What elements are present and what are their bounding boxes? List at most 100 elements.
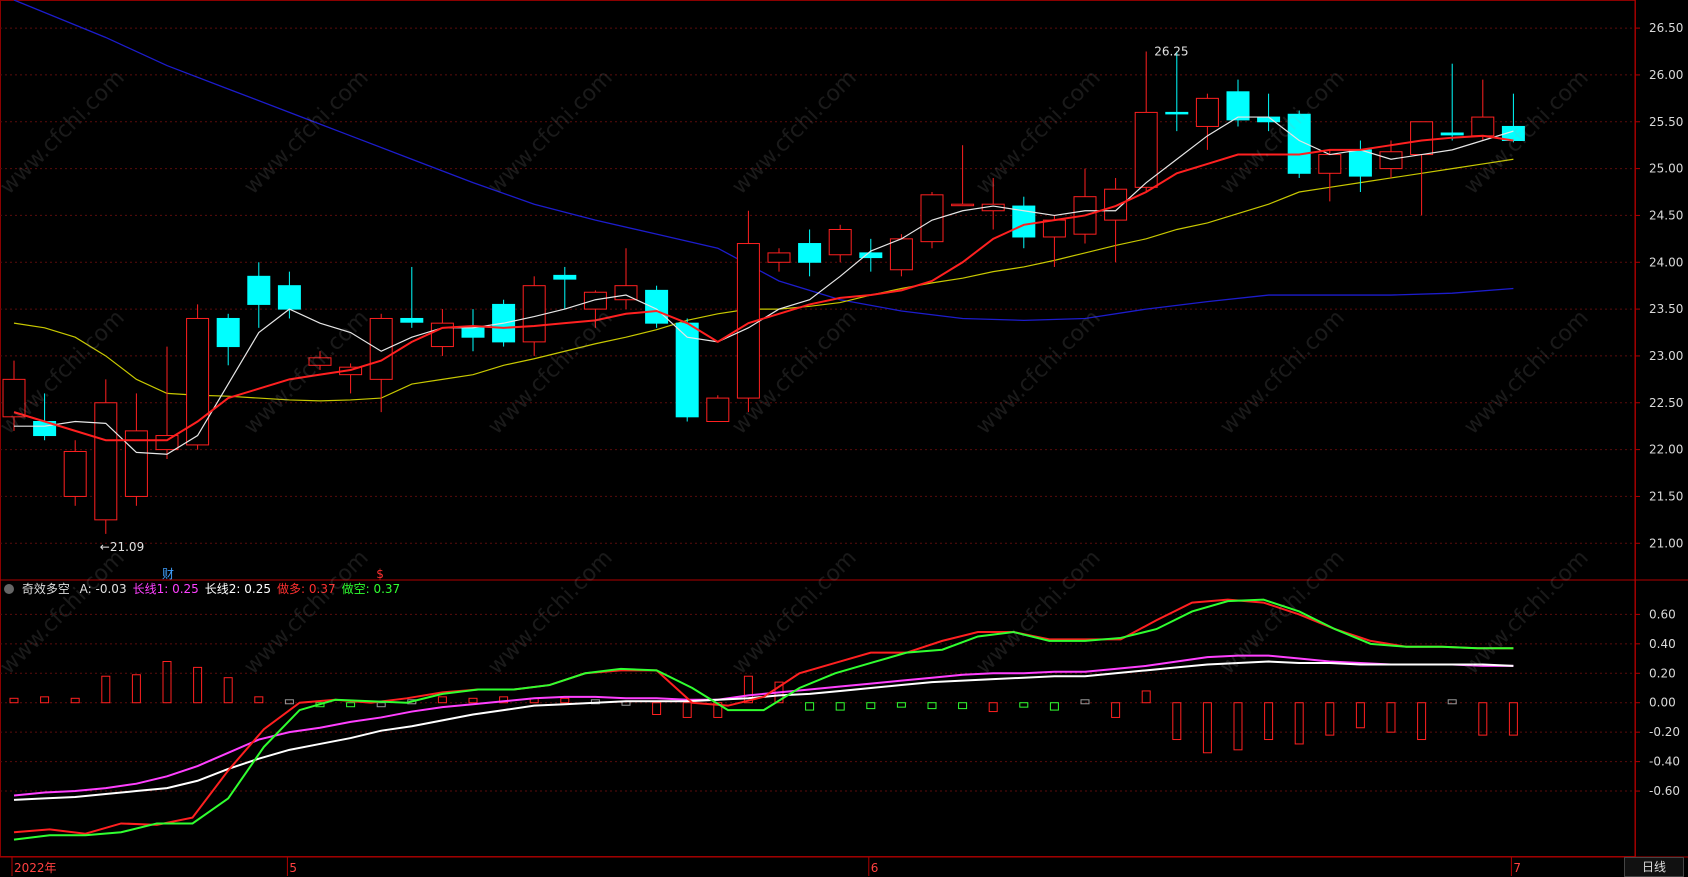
- y-tick-label: -0.40: [1649, 755, 1680, 769]
- candle-down: [1165, 111, 1189, 115]
- hist-bar: [284, 699, 294, 705]
- legend-item: A: -0.03: [79, 582, 127, 596]
- candle-down: [859, 252, 883, 259]
- candle-down: [1348, 149, 1372, 177]
- candle-down: [798, 243, 822, 263]
- hist-bar: [1202, 702, 1212, 754]
- hist-bar: [223, 677, 233, 704]
- hist-bar: [988, 702, 998, 713]
- y-tick-label: -0.60: [1649, 784, 1680, 798]
- hist-bar: [1233, 702, 1243, 751]
- y-tick-label: 24.50: [1649, 208, 1683, 222]
- y-tick-label: 26.50: [1649, 21, 1683, 35]
- hist-bar: [652, 702, 662, 716]
- hist-bar: [346, 702, 356, 708]
- x-tick-label: 6: [871, 861, 879, 875]
- candle-down: [1226, 91, 1250, 121]
- hist-bar: [254, 696, 264, 704]
- hist-bar: [927, 702, 937, 710]
- hist-bar: [1325, 702, 1335, 736]
- candle-up: [1318, 154, 1342, 174]
- event-marker: 财: [162, 567, 174, 581]
- hist-bar: [743, 675, 753, 704]
- candle-up: [369, 317, 393, 380]
- hist-bar: [1478, 702, 1488, 736]
- hist-bar: [835, 702, 845, 711]
- y-tick-label: 0.60: [1649, 607, 1676, 621]
- candle-down: [1440, 132, 1464, 136]
- period-selector[interactable]: 日线: [1624, 857, 1684, 877]
- candle-down: [216, 317, 240, 348]
- hist-bar: [958, 702, 968, 710]
- hist-bar: [1049, 702, 1059, 711]
- y-tick-label: 0.40: [1649, 637, 1676, 651]
- hist-bar: [499, 696, 509, 704]
- hist-bar: [1417, 702, 1427, 741]
- event-marker: $: [376, 567, 384, 581]
- long1-line: [13, 654, 1514, 797]
- candle-down: [1012, 205, 1036, 238]
- ma-red-line: [13, 134, 1514, 442]
- candle-up: [951, 203, 975, 207]
- hist-bar: [560, 697, 570, 704]
- hist-bar: [9, 697, 19, 704]
- ma-blue-line: [13, 0, 1514, 321]
- hist-bar: [1264, 702, 1274, 741]
- candle-down: [400, 317, 424, 323]
- hist-bar: [376, 702, 386, 708]
- candle-down: [553, 274, 577, 280]
- indicator-toggle-icon[interactable]: [4, 584, 14, 594]
- candle-up: [1471, 116, 1495, 137]
- candle-up: [1104, 188, 1128, 221]
- price-annotation: ←21.09: [100, 540, 144, 554]
- y-tick-label: 23.00: [1649, 349, 1683, 363]
- hist-bar: [1355, 702, 1365, 729]
- hist-bar: [70, 697, 80, 704]
- y-tick-label: 24.00: [1649, 255, 1683, 269]
- y-tick-label: 22.00: [1649, 443, 1683, 457]
- candle-up: [1379, 151, 1403, 170]
- main-frame: [0, 0, 1636, 857]
- hist-bar: [162, 661, 172, 704]
- candle-down: [645, 289, 669, 324]
- legend-item: 做多: 0.37: [277, 582, 336, 596]
- hist-bar: [1111, 702, 1121, 718]
- candle-down: [1287, 113, 1311, 174]
- legend-item: 做空: 0.37: [341, 582, 401, 596]
- hist-bar: [896, 702, 906, 708]
- indicator-title: 奇效多空: [21, 582, 70, 596]
- candle-down: [247, 275, 271, 305]
- candle-up: [522, 285, 546, 343]
- candle-up: [920, 194, 944, 243]
- candle-up: [706, 397, 730, 423]
- candle-up: [308, 357, 332, 366]
- candle-down: [277, 285, 301, 310]
- candle-up: [2, 378, 26, 418]
- candle-up: [767, 252, 791, 263]
- y-tick-label: 22.50: [1649, 396, 1683, 410]
- y-tick-label: 25.00: [1649, 162, 1683, 176]
- y-tick-label: 21.00: [1649, 536, 1683, 550]
- y-tick-label: 26.00: [1649, 68, 1683, 82]
- candle-up: [1195, 97, 1219, 127]
- candle-down: [461, 327, 485, 338]
- price-annotation: 26.25: [1154, 45, 1188, 59]
- y-tick-label: 0.20: [1649, 666, 1676, 680]
- hist-bar: [805, 702, 815, 711]
- candle-up: [828, 228, 852, 256]
- candle-up: [63, 450, 87, 497]
- x-tick-label: 5: [289, 861, 297, 875]
- bear-line: [13, 598, 1514, 841]
- hist-bar: [193, 666, 203, 704]
- hist-bar: [866, 702, 876, 710]
- hist-bar: [682, 702, 692, 718]
- hist-bar: [468, 697, 478, 704]
- y-tick-label: 23.50: [1649, 302, 1683, 316]
- x-tick-label: 7: [1513, 861, 1521, 875]
- candle-up: [1410, 121, 1434, 156]
- hist-bar: [101, 675, 111, 704]
- hist-bar: [1294, 702, 1304, 745]
- candle-up: [614, 285, 638, 301]
- candle-up: [889, 238, 913, 271]
